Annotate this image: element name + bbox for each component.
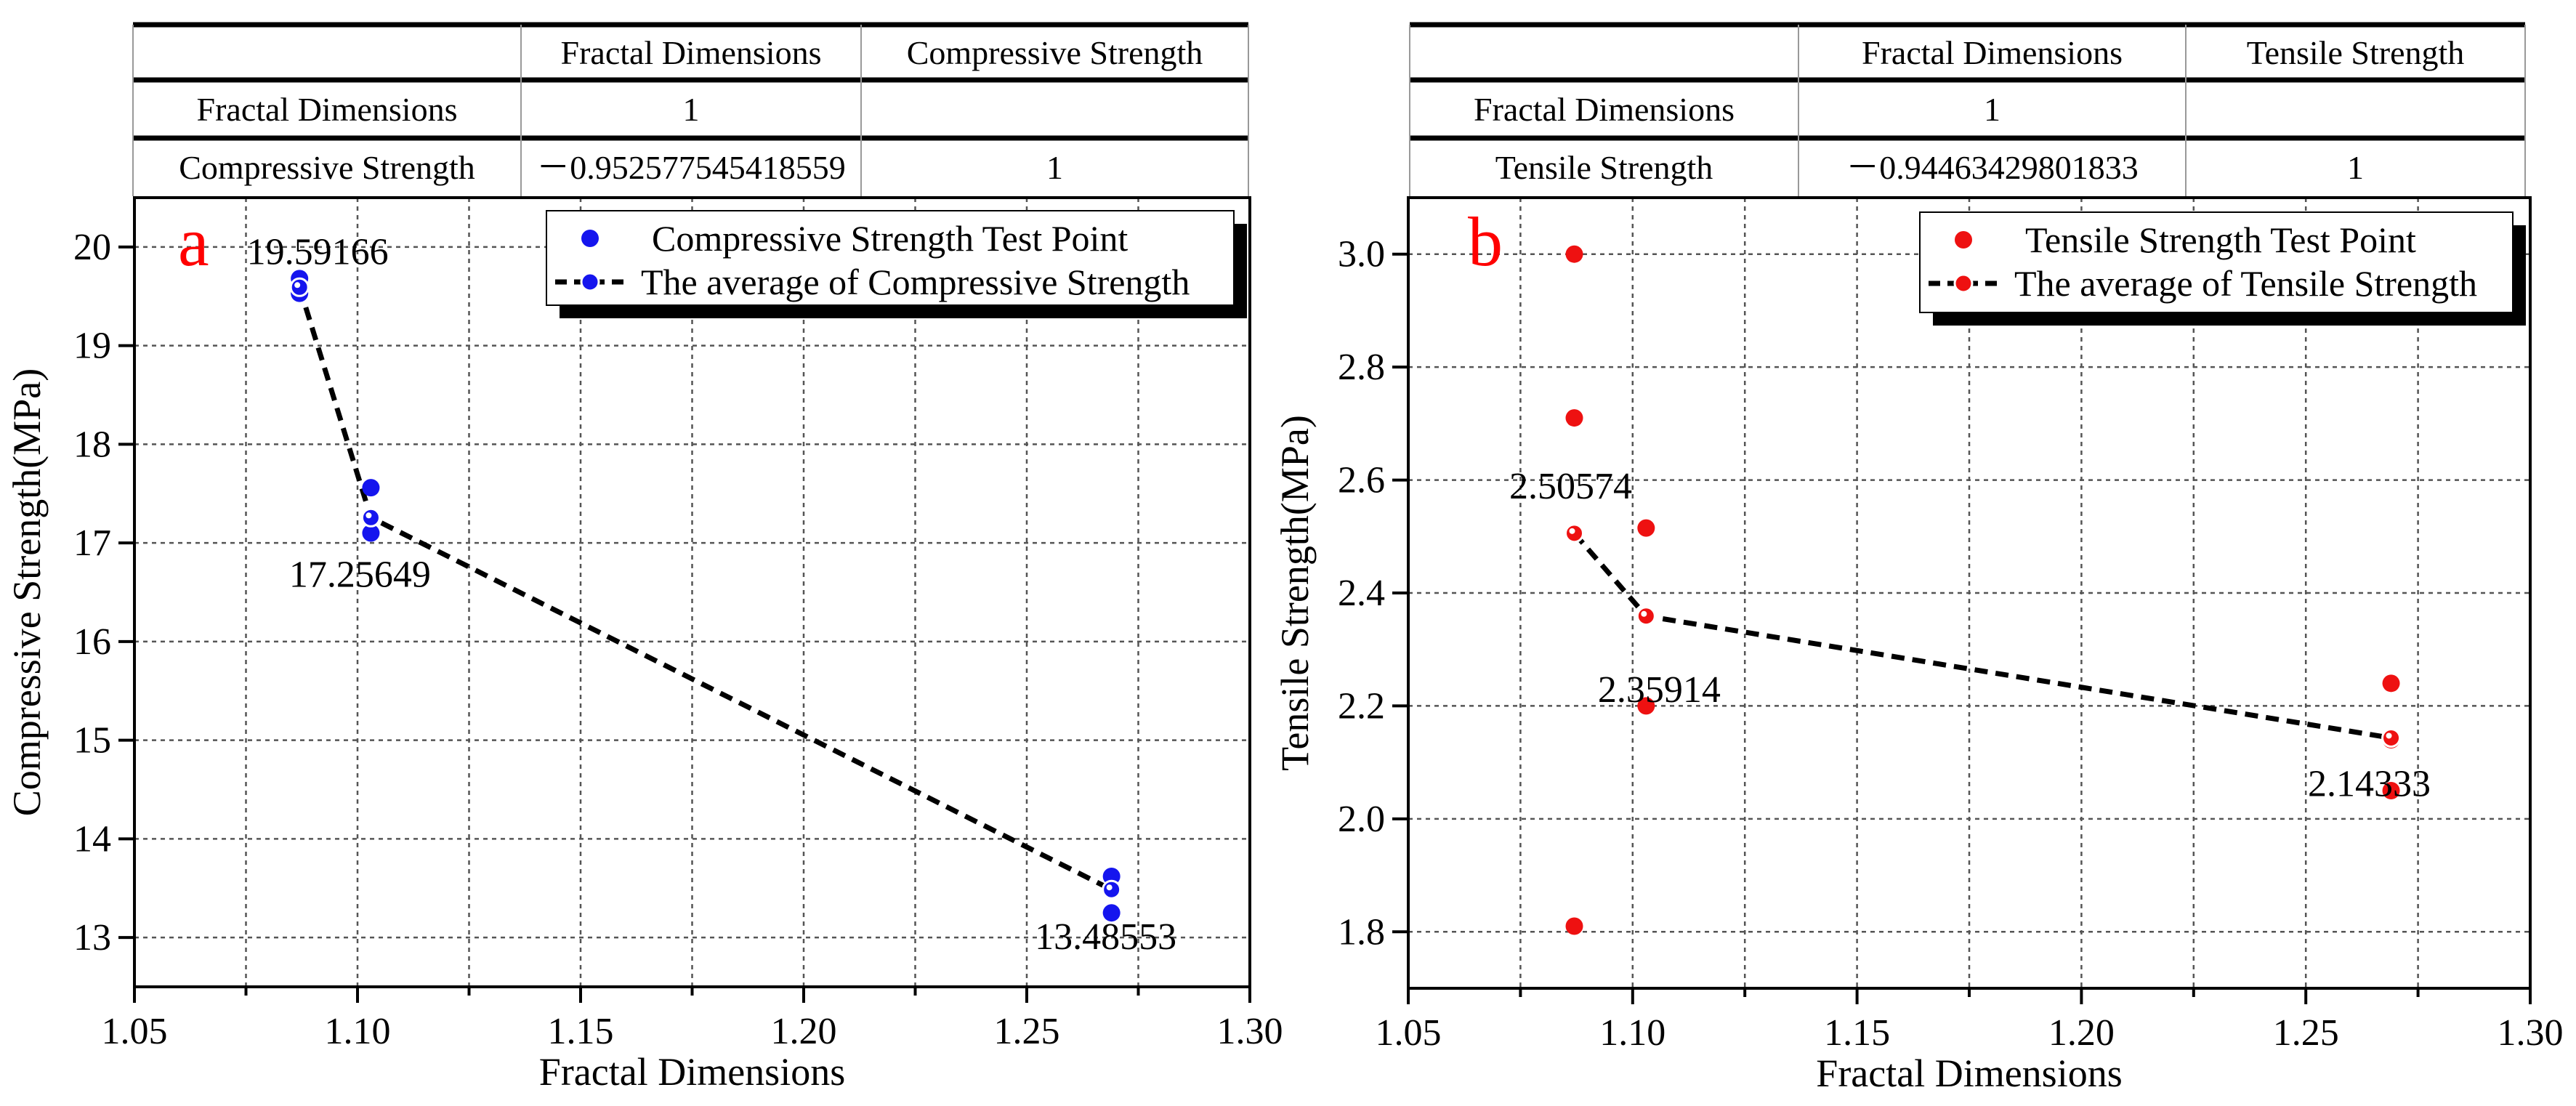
legend-symbol-average-marker [580,272,600,292]
y-tick-label: 15 [73,720,111,762]
data-label: 2.14333 [2308,763,2431,804]
legend-box [546,210,1235,306]
y-tick-label: 19 [73,326,111,367]
legend-symbol-average-marker [1953,273,1974,294]
panel-b-tensile: Fractal Dimensions Tensile Strength Fracta… [1273,22,2564,1095]
table-cell: Tensile Strength [1495,149,1713,186]
x-tick-label: 1.30 [1217,1011,1283,1052]
table-cell: 1 [2347,149,2364,186]
x-axis-label: Fractal Dimensions [1816,1051,2122,1095]
y-tick-label: 20 [73,227,111,268]
data-label: 19.59166 [247,231,389,273]
table-header-cell: Fractal Dimensions [561,34,822,71]
y-axis-label: Tensile Strength(MPa) [1273,415,1317,771]
y-tick-label: 2.0 [1338,799,1385,840]
average-marker [289,277,310,297]
legend-label-test-point: Tensile Strength Test Point [2025,219,2416,260]
x-tick-label: 1.20 [771,1011,837,1052]
x-tick-label: 1.30 [2498,1012,2564,1054]
y-tick-label: 2.2 [1338,685,1385,727]
y-tick-label: 1.8 [1338,911,1385,953]
legend-symbol-test-point [581,230,599,247]
table-cell: Compressive Strength [179,149,475,186]
test-point [1102,867,1121,885]
x-tick-label: 1.25 [2273,1012,2339,1054]
data-label: 13.48553 [1035,916,1176,958]
y-tick-label: 16 [73,621,111,663]
x-tick-label: 1.05 [1376,1012,1442,1054]
table-cell: －0.952577545418559 [536,149,846,186]
correlation-table: Fractal Dimensions Compressive Strength Fr… [132,22,1249,196]
average-marker-highlight [1106,884,1113,891]
legend-label-average: The average of Tensile Strength [2014,263,2477,304]
test-point [1565,245,1583,263]
test-point [1637,519,1655,537]
y-tick-label: 14 [73,818,111,860]
legend-label-average: The average of Compressive Strength [641,262,1190,302]
x-axis-label: Fractal Dimensions [539,1050,845,1094]
y-tick-label: 13 [73,917,111,958]
y-tick-label: 2.8 [1338,347,1385,388]
table-cell: －0.94463429801833 [1846,149,2139,186]
x-tick-label: 1.15 [548,1011,614,1052]
x-tick-label: 1.10 [1599,1012,1665,1054]
y-tick-label: 2.4 [1338,573,1385,614]
legend-label-test-point: Compressive Strength Test Point [652,218,1128,259]
table-cell: Fractal Dimensions [197,91,458,128]
average-marker [1564,523,1585,544]
test-point [1565,917,1583,935]
table-header-cell: Fractal Dimensions [1862,34,2123,71]
test-point [1637,697,1655,715]
average-marker-highlight [2386,732,2392,739]
data-label: 17.25649 [289,554,431,595]
table-header-cell: Tensile Strength [2247,34,2465,71]
y-axis-label: Compressive Strength(MPa) [5,368,49,816]
average-marker [360,507,381,528]
average-marker [2381,727,2402,748]
test-point [1565,409,1583,427]
test-point [362,524,380,542]
legend-symbol-test-point [1955,231,1972,249]
average-marker [1636,606,1656,626]
panel-letter: a [178,203,209,280]
table-cell: 1 [1984,91,2000,128]
table-header-cell: Compressive Strength [907,34,1203,71]
test-point [2382,782,2400,799]
table-cell: Fractal Dimensions [1474,91,1735,128]
data-label: 2.50574 [1509,466,1632,507]
y-tick-label: 18 [73,424,111,465]
x-tick-label: 1.15 [1824,1012,1890,1054]
x-tick-label: 1.05 [102,1011,168,1052]
test-point [2382,674,2400,693]
average-marker-highlight [366,512,372,519]
panel-a-compressive: Fractal Dimensions Compressive Strength Fr… [5,22,1283,1094]
x-tick-label: 1.25 [994,1011,1060,1052]
legend-box [1919,211,2514,313]
average-marker-highlight [294,282,301,288]
table-cell: 1 [1046,149,1063,186]
average-marker-highlight [1641,610,1647,617]
panel-letter: b [1468,203,1503,280]
y-tick-label: 2.6 [1338,460,1385,501]
y-tick-label: 17 [73,522,111,564]
x-tick-label: 1.10 [325,1011,391,1052]
test-point [1102,904,1121,922]
average-marker [1102,879,1122,900]
correlation-table: Fractal Dimensions Tensile Strength Fracta… [1409,22,2526,196]
y-tick-label: 3.0 [1338,234,1385,275]
x-tick-label: 1.20 [2048,1012,2115,1054]
data-label: 2.35914 [1598,669,1721,711]
average-marker-highlight [1569,528,1575,534]
table-cell: 1 [683,91,700,128]
test-point [362,479,380,497]
